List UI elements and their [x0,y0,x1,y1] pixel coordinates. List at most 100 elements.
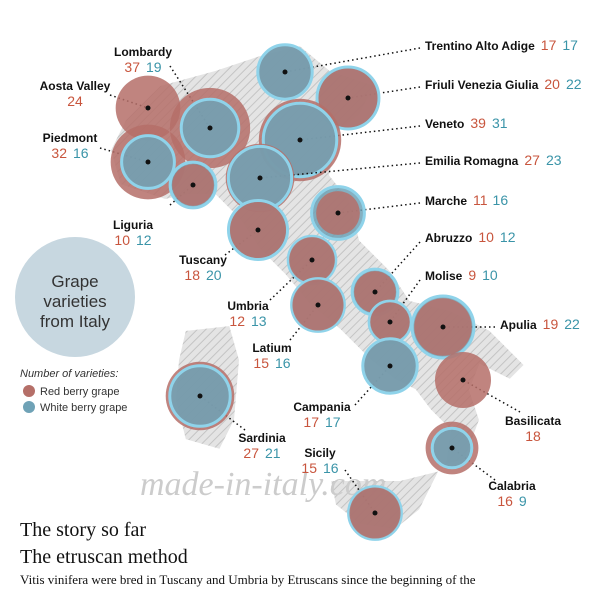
region-label: Emilia Romagna 27 23 [425,152,562,168]
region-label: Liguria [113,218,153,232]
region-name: Sicily [304,446,336,460]
region-values: 32 16 [51,145,88,161]
region-name: Umbria [227,299,269,313]
region-name: Molise [425,269,463,283]
region-name: Lombardy [114,45,172,59]
white-count: 9 [519,493,527,509]
legend-label: White berry grape [40,402,127,414]
bubble-dot [145,159,151,165]
bubble-dot [345,95,351,101]
bubble-dot [440,324,446,330]
title-badge [15,237,135,357]
white-count: 17 [562,37,578,53]
white-count: 16 [73,145,89,161]
red-count: 11 [473,192,488,208]
region-label: Umbria [227,299,269,313]
bubble-dot [207,125,213,131]
white-count: 23 [546,152,562,168]
red-count: 16 [497,493,513,509]
red-count: 32 [51,145,67,161]
region-name: Liguria [113,218,153,232]
region-label: Sardinia [238,431,286,445]
white-count: 20 [206,267,222,283]
region-label: Lombardy [114,45,172,59]
headline: The etruscan method [20,546,188,568]
region-name: Calabria [488,479,536,493]
region-label: Sicily [304,446,336,460]
region-label: Apulia 19 22 [500,316,580,332]
bubble-dot [297,137,303,143]
white-count: 13 [251,313,267,329]
white-count: 10 [482,267,498,283]
region-name: Veneto [425,117,464,131]
red-count: 9 [468,267,476,283]
watermark: made-in-italy.com [140,466,386,503]
bubble-dot [372,289,378,295]
region-name: Sardinia [238,431,286,445]
legend-label: Red berry grape [40,386,120,398]
red-count: 17 [303,414,319,430]
region-values: 18 20 [184,267,221,283]
region-name: Emilia Romagna [425,154,519,168]
white-count: 16 [323,460,339,476]
region-values: 15 16 [301,460,338,476]
region-label: Trentino Alto Adige 17 17 [425,37,578,53]
region-label: Friuli Venezia Giulia 20 22 [425,76,582,92]
article-text: Vitis vinifera were bred in Tuscany and … [20,572,476,587]
leader [169,184,194,206]
region-name: Abruzzo [425,231,472,245]
region-label: Veneto 39 31 [425,115,508,131]
legend-title: Number of varieties: [20,368,118,380]
bubble-dot [460,377,466,383]
region-label: Tuscany [179,253,227,267]
red-count: 27 [243,445,259,461]
bubble-dot [449,445,455,451]
white-count: 16 [493,192,509,208]
region-values: 18 [525,428,541,444]
region-name: Marche [425,194,467,208]
red-count: 17 [541,37,557,53]
red-count: 20 [544,76,560,92]
white-count: 31 [492,115,508,131]
white-count: 19 [146,59,162,75]
region-values: 12 13 [229,313,266,329]
bubble-dot [190,182,196,188]
region-label: Molise 9 10 [425,267,498,283]
red-count: 19 [543,316,559,332]
region-name: Trentino Alto Adige [425,39,535,53]
region-values: 37 19 [124,59,161,75]
legend-swatch [23,385,35,397]
red-count: 18 [525,428,541,444]
bubble-dot [197,393,203,399]
white-count: 12 [500,229,516,245]
region-values: 16 9 [497,493,527,509]
region-values: 15 16 [253,355,290,371]
bubble-dot [255,227,261,233]
bubble-dot [145,105,151,111]
red-count: 37 [124,59,140,75]
region-name: Campania [293,400,351,414]
leader [284,47,421,73]
region-label: Marche 11 16 [425,192,508,208]
region-name: Basilicata [505,414,561,428]
region-name: Aosta Valley [40,79,111,93]
region-name: Latium [252,341,291,355]
red-count: 18 [184,267,200,283]
red-count: 15 [253,355,269,371]
bubble-dot [335,210,341,216]
bubble-dot [257,175,263,181]
legend-swatch [23,401,35,413]
region-label: Aosta Valley [40,79,111,93]
white-count: 12 [136,232,152,248]
region-label: Basilicata [505,414,561,428]
bubble-dot [387,363,393,369]
region-name: Friuli Venezia Giulia [425,78,539,92]
region-label: Latium [252,341,291,355]
bubble-dot [387,319,393,325]
red-count: 12 [229,313,245,329]
bubble-dot [372,510,378,516]
red-count: 10 [478,229,494,245]
red-count: 24 [67,93,83,109]
leader [347,86,421,99]
